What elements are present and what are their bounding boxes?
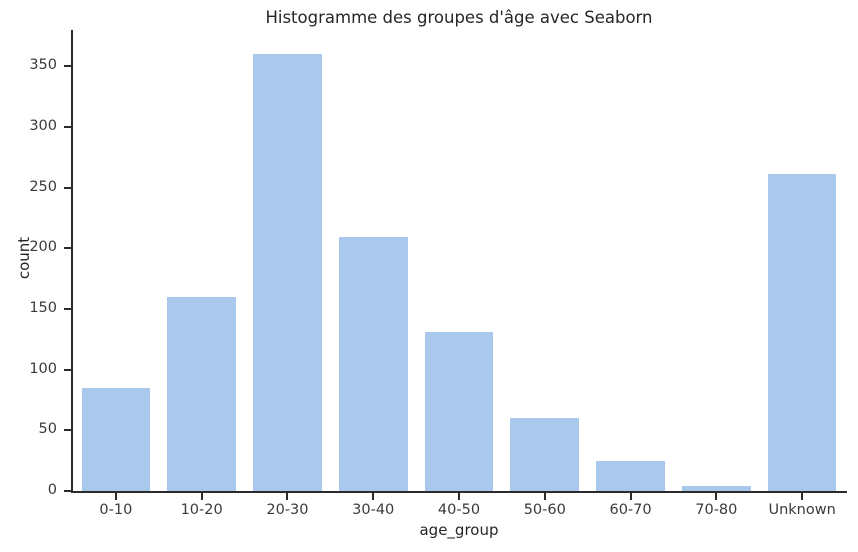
x-tick-label: 40-50 (437, 502, 481, 518)
x-tick-mark (458, 493, 460, 500)
x-tick-mark (114, 493, 117, 500)
bar-30-40 (338, 237, 408, 491)
x-tick-label: 20-30 (266, 502, 309, 518)
y-tick-mark (64, 65, 71, 68)
x-tick-label: Unknown (768, 502, 836, 518)
y-tick-label: 350 (29, 57, 57, 74)
y-tick-label: 300 (29, 118, 57, 135)
plot-area: 0-10 10-20 20-30 30-40 40-50 50-60 60-70 70-80 U… (29, 30, 845, 518)
x-tick-mark (286, 493, 289, 500)
chart-title: Histogramme des groupes d'âge avec Seabo… (265, 8, 653, 27)
x-tick-mark (801, 493, 804, 500)
y-tick-mark (64, 368, 71, 371)
y-tick-mark (64, 186, 71, 189)
bar-unknown (767, 174, 837, 491)
x-tick-label: 10-20 (180, 502, 223, 518)
y-tick-mark (64, 308, 71, 311)
y-tick-label: 0 (47, 482, 57, 498)
bar-60-70 (596, 460, 665, 491)
x-tick-label: 30-40 (352, 502, 395, 518)
y-tick-label: 100 (29, 360, 57, 377)
bar-0-10 (81, 387, 151, 491)
x-axis-spine (71, 491, 847, 493)
bar-10-20 (167, 296, 236, 491)
y-tick-label: 200 (29, 239, 57, 256)
x-tick-mark (715, 493, 718, 500)
x-tick-mark (629, 493, 632, 500)
x-tick-label: 60-70 (609, 502, 652, 518)
y-tick-mark (64, 126, 71, 129)
y-tick-label: 150 (29, 300, 57, 317)
bar-70-80 (682, 486, 751, 491)
y-tick-label: 50 (38, 421, 57, 438)
y-tick-label: 250 (29, 178, 57, 195)
bar-50-60 (510, 418, 580, 491)
y-tick-mark (64, 247, 71, 250)
y-tick-mark (64, 490, 71, 492)
x-tick-mark (372, 493, 375, 500)
y-axis-spine (71, 30, 73, 493)
x-axis-label: age_group (419, 521, 499, 539)
y-axis-label: count (15, 236, 33, 280)
bar-40-50 (424, 332, 494, 491)
x-tick-label: 50-60 (523, 502, 566, 518)
bar-20-30 (253, 54, 322, 491)
y-tick-mark (64, 429, 71, 432)
x-tick-mark (200, 493, 203, 500)
x-tick-mark (543, 493, 546, 500)
x-tick-label: 70-80 (695, 502, 738, 518)
x-tick-label: 0-10 (99, 502, 133, 518)
